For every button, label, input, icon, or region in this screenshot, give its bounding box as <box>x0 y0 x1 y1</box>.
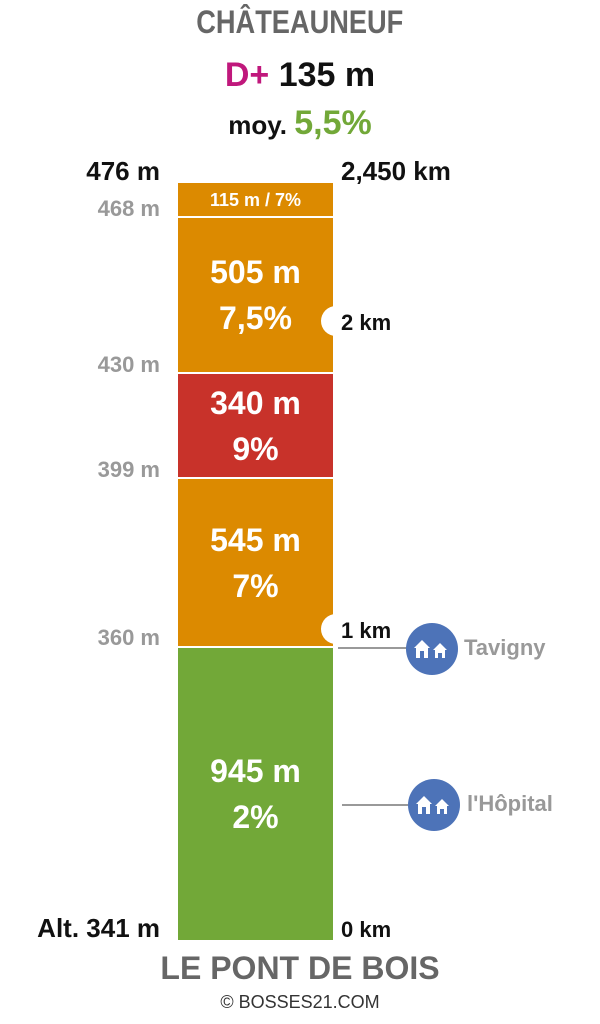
segment-1: 115 m / 7% <box>178 183 333 218</box>
segment-2: 505 m 7,5% <box>178 218 333 374</box>
elevation-gain: D+ 135 m <box>0 56 600 95</box>
dplus-label: D+ <box>224 56 270 94</box>
km-notch-2 <box>321 306 343 336</box>
credit: © BOSSES21.COM <box>220 992 380 1012</box>
segment-3-grade: 9% <box>232 430 279 467</box>
segment-4-grade: 7% <box>232 567 279 604</box>
avg-value: 5,5% <box>294 104 372 142</box>
start-distance: 0 km <box>341 917 392 942</box>
km-mark-1: 1 km <box>341 618 392 643</box>
altitude-mark-2: 430 m <box>97 352 160 377</box>
segment-1-summary: 115 m / 7% <box>209 189 302 210</box>
segment-4-length: 545 m <box>210 521 301 558</box>
start-altitude: Alt. 341 m <box>37 913 160 943</box>
top-altitude: 476 m <box>86 156 160 186</box>
start-name: LE PONT DE BOIS <box>160 950 440 986</box>
houses-icon <box>408 779 460 831</box>
segment-2-grade: 7,5% <box>219 300 292 336</box>
tavigny-leader-line <box>338 647 408 649</box>
km-notch-1 <box>321 614 343 644</box>
altitude-mark-4: 360 m <box>97 625 160 650</box>
houses-icon <box>406 623 458 675</box>
altitude-mark-3: 399 m <box>97 457 160 482</box>
village-hopital: l'Hôpital <box>467 791 553 816</box>
segment-2-length: 505 m <box>210 254 301 290</box>
segment-5: 945 m 2% <box>178 648 333 940</box>
top-distance: 2,450 km <box>341 156 451 186</box>
avg-label: moy. <box>228 110 288 140</box>
segment-5-grade: 2% <box>232 799 279 835</box>
segment-5-length: 945 m <box>210 753 301 789</box>
dplus-value: 135 m <box>278 56 376 94</box>
village-tavigny: Tavigny <box>464 635 546 660</box>
segment-3-length: 340 m <box>210 384 301 421</box>
average-grade: moy. 5,5% <box>0 104 600 143</box>
summit-title: CHÂTEAUNEUF <box>196 4 404 40</box>
altitude-mark-1: 468 m <box>97 196 160 221</box>
segment-3: 340 m 9% <box>178 374 333 479</box>
hopital-leader-line <box>342 804 408 806</box>
segment-4: 545 m 7% <box>178 479 333 648</box>
km-mark-2: 2 km <box>341 310 392 335</box>
